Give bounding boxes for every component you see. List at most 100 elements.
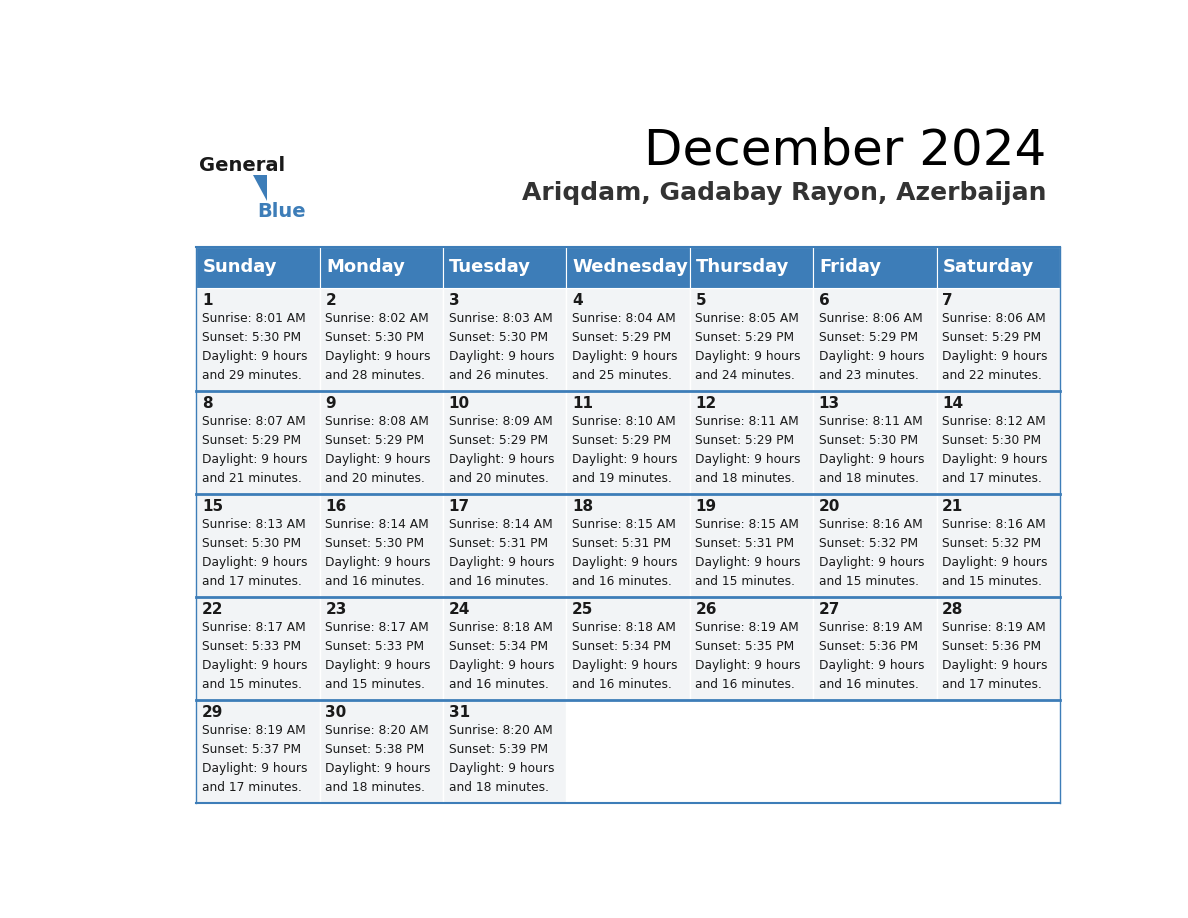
FancyBboxPatch shape	[690, 287, 814, 391]
Text: and 16 minutes.: and 16 minutes.	[819, 678, 918, 691]
FancyBboxPatch shape	[567, 391, 690, 494]
Text: and 17 minutes.: and 17 minutes.	[942, 472, 1042, 485]
Text: and 18 minutes.: and 18 minutes.	[449, 781, 549, 794]
FancyBboxPatch shape	[196, 494, 320, 597]
Text: Sunset: 5:29 PM: Sunset: 5:29 PM	[695, 330, 795, 343]
Text: Sunrise: 8:11 AM: Sunrise: 8:11 AM	[695, 415, 800, 428]
Text: Sunrise: 8:06 AM: Sunrise: 8:06 AM	[942, 311, 1045, 325]
Text: and 15 minutes.: and 15 minutes.	[326, 678, 425, 691]
Text: Daylight: 9 hours: Daylight: 9 hours	[449, 350, 554, 363]
Text: Saturday: Saturday	[943, 258, 1034, 276]
Text: Sunset: 5:31 PM: Sunset: 5:31 PM	[571, 537, 671, 550]
Text: Sunset: 5:39 PM: Sunset: 5:39 PM	[449, 743, 548, 756]
Text: Sunrise: 8:20 AM: Sunrise: 8:20 AM	[449, 724, 552, 737]
Text: 11: 11	[571, 396, 593, 410]
Text: and 22 minutes.: and 22 minutes.	[942, 369, 1042, 382]
Text: Daylight: 9 hours: Daylight: 9 hours	[695, 556, 801, 569]
FancyBboxPatch shape	[690, 494, 814, 597]
Text: Sunrise: 8:08 AM: Sunrise: 8:08 AM	[326, 415, 429, 428]
FancyBboxPatch shape	[320, 247, 443, 287]
Text: Sunrise: 8:10 AM: Sunrise: 8:10 AM	[571, 415, 676, 428]
Text: 26: 26	[695, 601, 716, 617]
Text: 22: 22	[202, 601, 223, 617]
Text: Sunset: 5:33 PM: Sunset: 5:33 PM	[202, 640, 301, 653]
Text: Sunrise: 8:14 AM: Sunrise: 8:14 AM	[326, 518, 429, 531]
Text: and 28 minutes.: and 28 minutes.	[326, 369, 425, 382]
FancyBboxPatch shape	[443, 287, 567, 391]
Text: 19: 19	[695, 498, 716, 514]
Text: Sunrise: 8:19 AM: Sunrise: 8:19 AM	[695, 621, 800, 633]
Text: Sunset: 5:30 PM: Sunset: 5:30 PM	[202, 537, 301, 550]
Text: 29: 29	[202, 705, 223, 720]
Text: and 25 minutes.: and 25 minutes.	[571, 369, 672, 382]
Text: Sunset: 5:31 PM: Sunset: 5:31 PM	[695, 537, 795, 550]
Text: Daylight: 9 hours: Daylight: 9 hours	[942, 453, 1048, 465]
Text: Daylight: 9 hours: Daylight: 9 hours	[819, 350, 924, 363]
Text: and 16 minutes.: and 16 minutes.	[571, 575, 672, 588]
Text: 18: 18	[571, 498, 593, 514]
Text: 3: 3	[449, 293, 460, 308]
Text: Sunset: 5:29 PM: Sunset: 5:29 PM	[571, 330, 671, 343]
Text: Sunrise: 8:05 AM: Sunrise: 8:05 AM	[695, 311, 800, 325]
Text: Sunrise: 8:18 AM: Sunrise: 8:18 AM	[571, 621, 676, 633]
FancyBboxPatch shape	[690, 391, 814, 494]
Text: Sunset: 5:31 PM: Sunset: 5:31 PM	[449, 537, 548, 550]
Text: 10: 10	[449, 396, 469, 410]
Text: Sunrise: 8:20 AM: Sunrise: 8:20 AM	[326, 724, 429, 737]
FancyBboxPatch shape	[567, 247, 690, 287]
Text: Daylight: 9 hours: Daylight: 9 hours	[942, 350, 1048, 363]
FancyBboxPatch shape	[936, 247, 1060, 287]
Text: 28: 28	[942, 601, 963, 617]
Text: and 26 minutes.: and 26 minutes.	[449, 369, 549, 382]
Text: 24: 24	[449, 601, 470, 617]
FancyBboxPatch shape	[320, 287, 443, 391]
Text: Sunrise: 8:04 AM: Sunrise: 8:04 AM	[571, 311, 676, 325]
Text: and 15 minutes.: and 15 minutes.	[695, 575, 796, 588]
Text: Ariqdam, Gadabay Rayon, Azerbaijan: Ariqdam, Gadabay Rayon, Azerbaijan	[522, 181, 1047, 205]
Text: Blue: Blue	[257, 202, 305, 221]
FancyBboxPatch shape	[814, 247, 936, 287]
Text: Daylight: 9 hours: Daylight: 9 hours	[202, 659, 308, 672]
Text: Sunset: 5:36 PM: Sunset: 5:36 PM	[819, 640, 918, 653]
Text: Sunrise: 8:06 AM: Sunrise: 8:06 AM	[819, 311, 923, 325]
Text: Wednesday: Wednesday	[573, 258, 689, 276]
FancyBboxPatch shape	[814, 287, 936, 391]
Text: Daylight: 9 hours: Daylight: 9 hours	[202, 762, 308, 775]
Text: Sunset: 5:30 PM: Sunset: 5:30 PM	[202, 330, 301, 343]
Text: 12: 12	[695, 396, 716, 410]
Text: Tuesday: Tuesday	[449, 258, 531, 276]
Text: 14: 14	[942, 396, 963, 410]
Text: Sunrise: 8:02 AM: Sunrise: 8:02 AM	[326, 311, 429, 325]
Text: Sunrise: 8:12 AM: Sunrise: 8:12 AM	[942, 415, 1045, 428]
Text: General: General	[200, 156, 285, 175]
Text: Sunrise: 8:11 AM: Sunrise: 8:11 AM	[819, 415, 923, 428]
Text: Sunset: 5:29 PM: Sunset: 5:29 PM	[695, 434, 795, 447]
FancyBboxPatch shape	[320, 494, 443, 597]
Text: and 29 minutes.: and 29 minutes.	[202, 369, 302, 382]
Text: 27: 27	[819, 601, 840, 617]
Text: Sunset: 5:29 PM: Sunset: 5:29 PM	[819, 330, 918, 343]
FancyBboxPatch shape	[936, 597, 1060, 700]
FancyBboxPatch shape	[814, 391, 936, 494]
Text: 8: 8	[202, 396, 213, 410]
Text: Daylight: 9 hours: Daylight: 9 hours	[202, 350, 308, 363]
Text: Sunset: 5:33 PM: Sunset: 5:33 PM	[326, 640, 424, 653]
Text: and 15 minutes.: and 15 minutes.	[819, 575, 918, 588]
Text: 31: 31	[449, 705, 469, 720]
Text: Sunrise: 8:17 AM: Sunrise: 8:17 AM	[202, 621, 305, 633]
Text: Sunset: 5:32 PM: Sunset: 5:32 PM	[942, 537, 1041, 550]
FancyBboxPatch shape	[196, 700, 320, 803]
Text: Daylight: 9 hours: Daylight: 9 hours	[202, 453, 308, 465]
Text: Sunset: 5:37 PM: Sunset: 5:37 PM	[202, 743, 301, 756]
Text: 2: 2	[326, 293, 336, 308]
Text: 1: 1	[202, 293, 213, 308]
Text: and 15 minutes.: and 15 minutes.	[942, 575, 1042, 588]
Text: and 16 minutes.: and 16 minutes.	[449, 575, 549, 588]
FancyBboxPatch shape	[196, 597, 320, 700]
Text: Thursday: Thursday	[696, 258, 789, 276]
FancyBboxPatch shape	[936, 494, 1060, 597]
Text: and 16 minutes.: and 16 minutes.	[571, 678, 672, 691]
Text: Daylight: 9 hours: Daylight: 9 hours	[695, 659, 801, 672]
Text: 13: 13	[819, 396, 840, 410]
FancyBboxPatch shape	[320, 597, 443, 700]
